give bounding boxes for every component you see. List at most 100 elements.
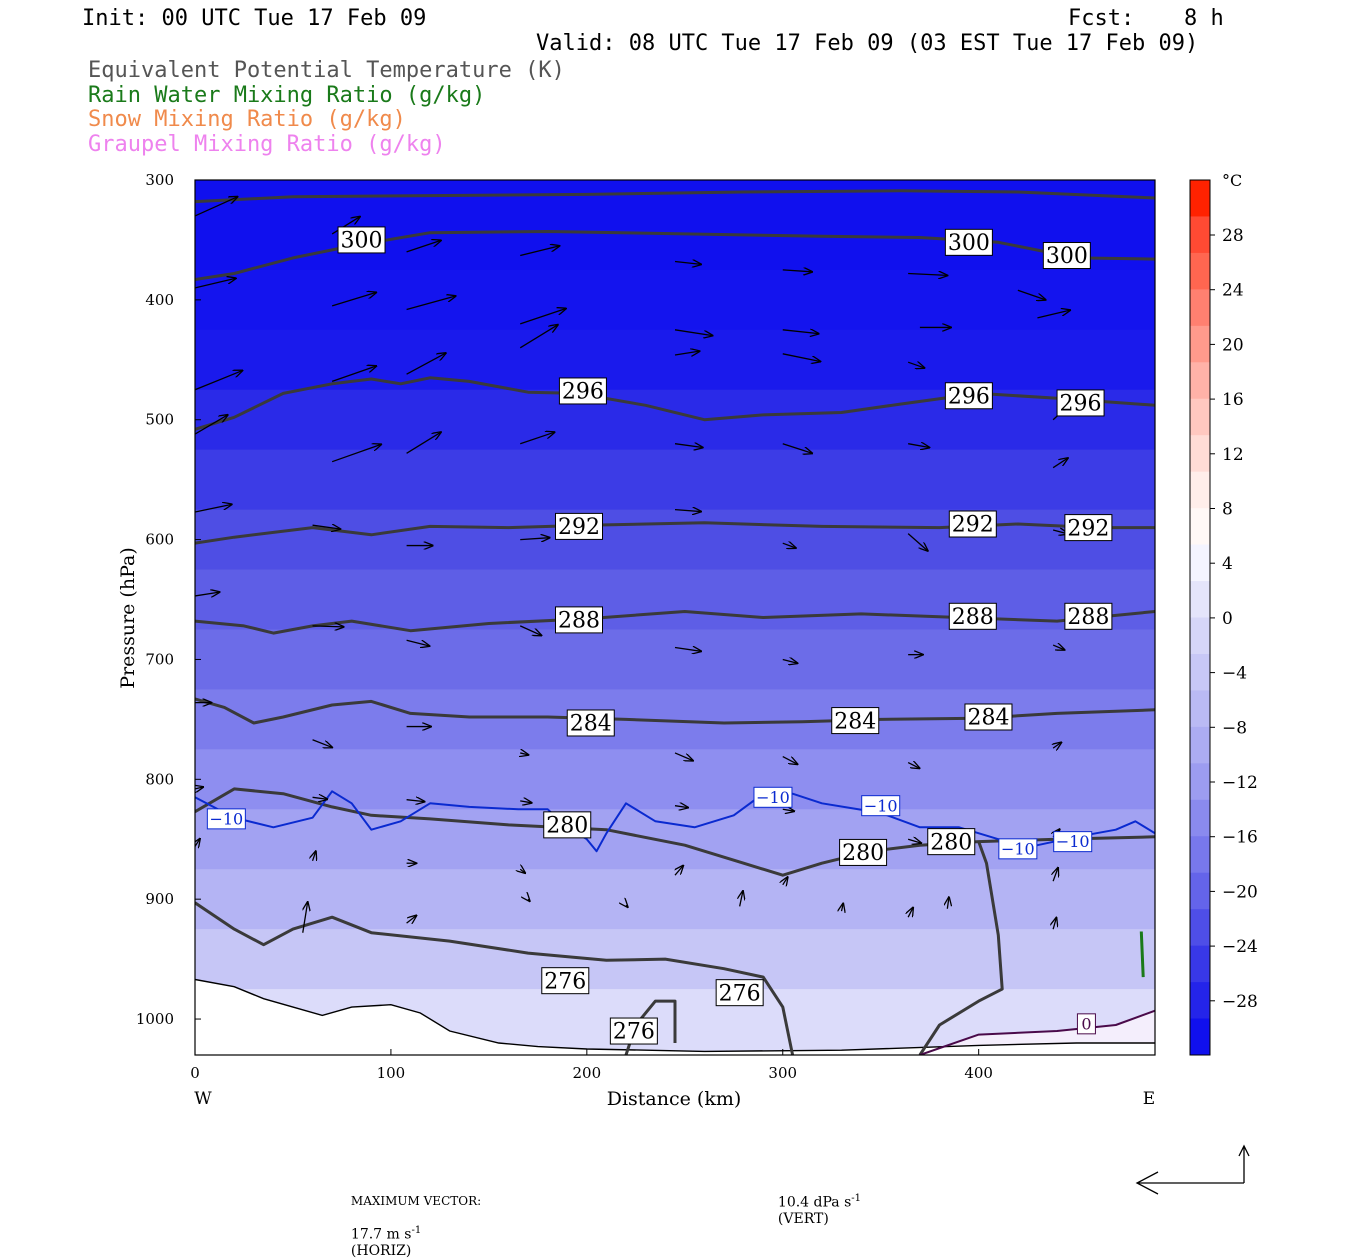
wind-vector bbox=[528, 899, 530, 901]
contour-label-box bbox=[1042, 242, 1091, 270]
contour-label-box bbox=[1053, 831, 1093, 853]
y-tick-label: 1000 bbox=[136, 1010, 174, 1028]
field-line-graupel: Graupel Mixing Ratio (g/kg) bbox=[88, 132, 446, 157]
plot-frame bbox=[194, 179, 1156, 1056]
contour-label-box bbox=[558, 377, 607, 405]
wind-vector bbox=[195, 197, 237, 217]
contour-label-box bbox=[1064, 602, 1113, 630]
wind-vector bbox=[947, 897, 949, 909]
contour-label-box bbox=[609, 1017, 658, 1045]
contour-label-box bbox=[555, 512, 603, 540]
colorbar-swatch bbox=[1190, 544, 1210, 582]
theta-e-276-7 bbox=[195, 901, 795, 1055]
theta-e-284-5 bbox=[195, 697, 1155, 725]
wind-vector bbox=[782, 330, 819, 334]
colorbar-swatch bbox=[1190, 945, 1210, 983]
wind-vector bbox=[331, 444, 381, 463]
contour-label-box bbox=[998, 838, 1038, 860]
wind-vector bbox=[302, 902, 308, 933]
horiz-tag: (HORIZ) bbox=[350, 1242, 412, 1259]
contour-label-box bbox=[715, 979, 764, 1007]
colorbar-tick-label: 16 bbox=[1222, 390, 1244, 410]
contour-label: 284 bbox=[967, 706, 1009, 731]
wind-vector bbox=[195, 839, 200, 847]
contour-label-box bbox=[944, 228, 993, 256]
field-line-theta-e: Equivalent Potential Temperature (K) bbox=[88, 58, 565, 83]
temp-band bbox=[195, 509, 1155, 571]
wind-vector bbox=[406, 296, 456, 311]
x-tick-label: 100 bbox=[377, 1064, 406, 1082]
forecast-hour: 8 h bbox=[1184, 6, 1224, 31]
contour-label-box bbox=[555, 606, 603, 634]
wind-vector bbox=[626, 905, 628, 907]
wind-vector bbox=[674, 752, 693, 761]
field-line-snow: Snow Mixing Ratio (g/kg) bbox=[88, 107, 406, 132]
contour-label-box bbox=[337, 226, 386, 254]
wind-vector bbox=[674, 647, 701, 651]
colorbar-tick-label: 24 bbox=[1222, 281, 1244, 301]
x-tick-label: 400 bbox=[964, 1064, 993, 1082]
theta-e-unlabeled-1 bbox=[195, 189, 1155, 204]
wind-vector bbox=[674, 351, 699, 355]
colorbar-swatch bbox=[1190, 289, 1210, 327]
x-end-label-west: W bbox=[194, 1089, 212, 1109]
y-tick-label: 800 bbox=[145, 770, 174, 788]
theta-e-296-2 bbox=[195, 376, 1155, 431]
axes: 300 400 500 600 700 800 900 1000 0 100 200 300 400 W E… bbox=[117, 171, 1155, 1110]
contour-label: 276 bbox=[613, 1020, 655, 1045]
y-tick-label: 400 bbox=[145, 291, 174, 309]
colorbar-swatch bbox=[1190, 325, 1210, 363]
contour-label-box bbox=[753, 786, 793, 808]
contour-label-box bbox=[1064, 514, 1113, 542]
colorbar-swatch bbox=[1190, 726, 1210, 764]
colorbar-swatch bbox=[1190, 763, 1210, 801]
wind-vector bbox=[907, 839, 921, 843]
contour-label: 284 bbox=[570, 712, 612, 737]
colorbar-tick-label: −12 bbox=[1222, 773, 1258, 793]
colorbar-swatch bbox=[1190, 471, 1210, 509]
init-time: Init: 00 UTC Tue 17 Feb 09 bbox=[82, 6, 427, 31]
contour-lines bbox=[195, 189, 1155, 1055]
contour-label-box bbox=[948, 602, 997, 630]
wind-vector bbox=[782, 809, 794, 811]
isotherm--10-10 bbox=[195, 790, 1155, 853]
x-axis-label: Distance (km) bbox=[607, 1088, 742, 1110]
colorbar-swatch bbox=[1190, 398, 1210, 436]
wind-vector bbox=[1052, 458, 1068, 469]
wind-vector bbox=[842, 903, 844, 911]
colorbar-tick-label: 8 bbox=[1222, 500, 1233, 520]
wind-vector bbox=[674, 806, 688, 808]
contour-label: 296 bbox=[562, 380, 604, 405]
contour-label-box bbox=[861, 795, 901, 817]
forecast-label: Fcst: bbox=[1068, 6, 1135, 31]
colorbar-swatch bbox=[1190, 690, 1210, 728]
contour-label-box bbox=[948, 510, 997, 538]
colorbar-swatch bbox=[1190, 982, 1210, 1020]
contour-label: −10 bbox=[1056, 832, 1090, 851]
temp-band bbox=[195, 449, 1155, 511]
contour-label: 292 bbox=[558, 515, 600, 540]
wind-vector bbox=[907, 763, 919, 769]
wind-vector bbox=[331, 292, 376, 307]
wind-vector bbox=[406, 915, 417, 923]
wind-vector bbox=[1037, 310, 1070, 319]
temp-band bbox=[195, 389, 1155, 451]
contour-label: 276 bbox=[719, 981, 761, 1006]
colorbar-tick-label: −16 bbox=[1222, 828, 1258, 848]
wind-vector bbox=[520, 308, 566, 325]
wind-vector bbox=[195, 592, 219, 596]
colorbar: °C 28 24 20 16 12 8 4 0 −4 −8 −12 −16 −20 −24 −28 bbox=[1189, 171, 1258, 1056]
wind-vector bbox=[406, 639, 430, 646]
contour-label: 288 bbox=[558, 609, 600, 634]
vertical-reference-arrowhead bbox=[1238, 1144, 1250, 1157]
wind-vector bbox=[520, 753, 528, 755]
reference-vector bbox=[1135, 1144, 1250, 1195]
y-tick-label: 600 bbox=[145, 531, 174, 549]
wind-vector bbox=[674, 329, 713, 336]
wind-vector bbox=[1053, 918, 1056, 930]
wind-vector bbox=[908, 273, 947, 275]
temp-band bbox=[195, 269, 1155, 331]
terrain-line bbox=[195, 978, 1155, 1053]
x-tick-label: 300 bbox=[768, 1064, 797, 1082]
